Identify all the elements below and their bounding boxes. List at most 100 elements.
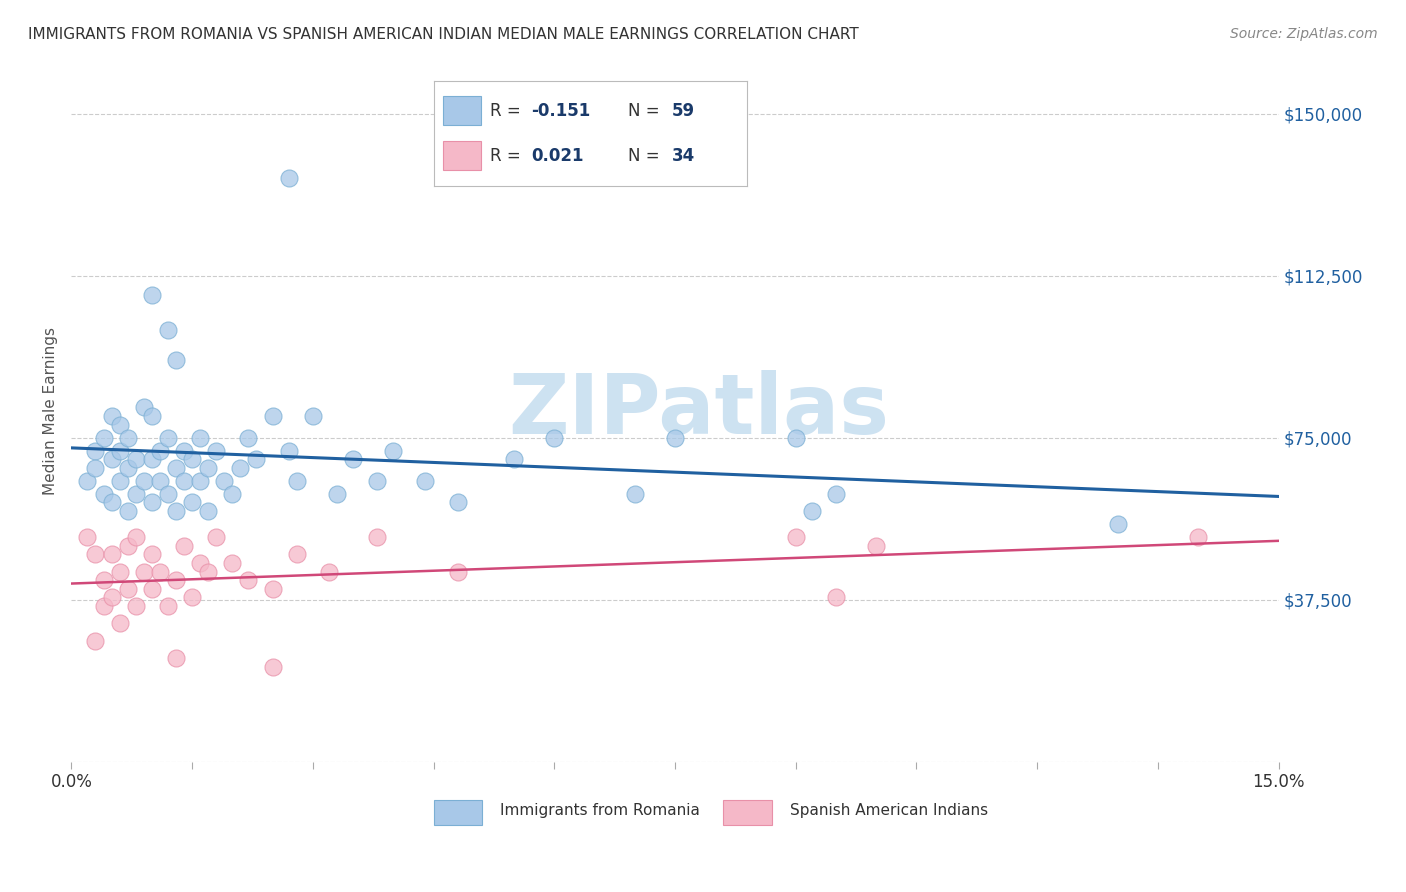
Point [84,547,107,561]
Point [84,461,107,475]
Point [100,591,122,605]
Point [366,530,388,544]
Point [825,591,848,605]
Point [205,530,228,544]
Point [301,409,323,423]
Point [125,599,148,614]
Point [366,474,388,488]
Point [197,504,219,518]
Point [108,443,131,458]
Point [117,504,139,518]
Point [108,616,131,631]
Point [197,565,219,579]
Point [100,452,122,467]
Point [173,474,195,488]
Point [76,530,98,544]
Point [117,539,139,553]
Point [447,565,470,579]
Text: IMMIGRANTS FROM ROMANIA VS SPANISH AMERICAN INDIAN MEDIAN MALE EARNINGS CORRELAT: IMMIGRANTS FROM ROMANIA VS SPANISH AMERI… [28,27,859,42]
Point [262,659,284,673]
Point [141,288,163,302]
Point [93,487,115,501]
FancyBboxPatch shape [723,800,772,825]
Point [141,495,163,509]
Point [245,452,267,467]
Point [93,599,115,614]
Y-axis label: Median Male Earnings: Median Male Earnings [44,326,58,495]
Point [1107,516,1129,531]
Point [141,582,163,596]
Point [181,495,204,509]
Point [165,461,187,475]
Point [100,547,122,561]
Point [785,530,807,544]
Point [326,487,349,501]
Point [173,443,195,458]
Point [221,487,243,501]
Text: ZIPatlas: ZIPatlas [509,370,890,451]
Point [188,431,211,445]
Point [181,452,204,467]
Point [100,495,122,509]
Text: Source: ZipAtlas.com: Source: ZipAtlas.com [1230,27,1378,41]
Point [212,474,235,488]
Point [156,431,179,445]
Point [285,547,308,561]
Point [84,633,107,648]
Point [285,474,308,488]
Point [205,443,228,458]
Point [825,487,848,501]
Point [181,591,204,605]
Point [342,452,364,467]
Point [447,495,470,509]
FancyBboxPatch shape [433,800,482,825]
Point [543,431,565,445]
Point [132,474,155,488]
Point [132,401,155,415]
Point [93,573,115,587]
Point [156,487,179,501]
Point [1187,530,1209,544]
Point [117,582,139,596]
Point [197,461,219,475]
Point [108,417,131,432]
Point [132,565,155,579]
Point [262,582,284,596]
Point [165,352,187,367]
Point [318,565,340,579]
Point [141,409,163,423]
Point [865,539,887,553]
Text: Spanish American Indians: Spanish American Indians [790,804,988,818]
Point [156,323,179,337]
Point [277,443,299,458]
Point [141,452,163,467]
Point [221,556,243,570]
Point [117,461,139,475]
Point [165,651,187,665]
Point [125,530,148,544]
Point [382,443,405,458]
Point [108,474,131,488]
Point [165,504,187,518]
Point [125,452,148,467]
Point [785,431,807,445]
Point [76,474,98,488]
Point [84,443,107,458]
Point [156,599,179,614]
Point [238,573,260,587]
Point [188,474,211,488]
Point [277,171,299,186]
Point [125,487,148,501]
Point [149,474,172,488]
Point [108,565,131,579]
Point [141,547,163,561]
Point [149,443,172,458]
Point [188,556,211,570]
Point [149,565,172,579]
Text: Immigrants from Romania: Immigrants from Romania [501,804,700,818]
Point [100,409,122,423]
Point [623,487,645,501]
Point [415,474,437,488]
Point [165,573,187,587]
Point [664,431,686,445]
